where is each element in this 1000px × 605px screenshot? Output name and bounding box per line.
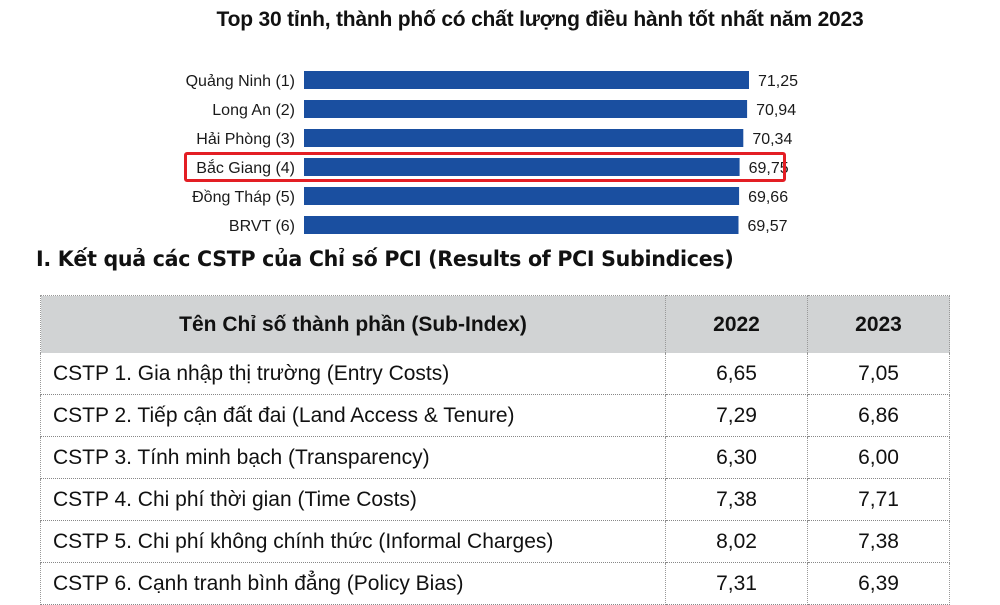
row-2022: 6,30 (665, 436, 808, 479)
header-2022: 2022 (665, 295, 808, 353)
row-2022: 8,02 (665, 520, 808, 563)
row-2022: 7,29 (665, 394, 808, 437)
category-label: Bắc Giang (4) (196, 158, 295, 177)
value-label: 70,94 (756, 102, 796, 119)
header-sub-index: Tên Chỉ số thành phần (Sub-Index) (40, 295, 666, 353)
value-label: 70,34 (752, 131, 792, 148)
subindex-table: Tên Chỉ số thành phần (Sub-Index) 2022 2… (40, 295, 950, 605)
row-2022: 7,31 (665, 562, 808, 605)
bar-chart: Quảng Ninh (1) 71,25 Long An (2) 70,94 Hải P… (186, 71, 798, 235)
row-2023: 6,86 (807, 394, 950, 437)
table-row: CSTP 6. Cạnh tranh bình đẳng (Policy Bia… (40, 562, 950, 605)
row-2022: 6,65 (665, 353, 808, 395)
category-label: BRVT (6) (229, 218, 295, 235)
bar (304, 158, 740, 176)
bar (304, 187, 740, 205)
table-row: CSTP 1. Gia nhập thị trường (Entry Costs… (40, 353, 950, 395)
row-name: CSTP 4. Chi phí thời gian (Time Costs) (40, 478, 666, 521)
table-row: CSTP 4. Chi phí thời gian (Time Costs) 7… (40, 478, 950, 521)
value-label: 69,66 (748, 189, 788, 206)
highlight-box (184, 152, 786, 182)
value-label: 69,57 (748, 218, 788, 235)
row-2023: 7,05 (807, 353, 950, 395)
row-2022: 7,38 (665, 478, 808, 521)
bar (304, 216, 739, 234)
row-name: CSTP 5. Chi phí không chính thức (Inform… (40, 520, 666, 563)
table-row: CSTP 2. Tiếp cận đất đai (Land Access & … (40, 394, 950, 437)
row-2023: 6,39 (807, 562, 950, 605)
category-label: Hải Phòng (3) (196, 131, 295, 148)
row-2023: 7,38 (807, 520, 950, 563)
bar (304, 71, 749, 89)
row-2023: 6,00 (807, 436, 950, 479)
bar (304, 129, 744, 147)
value-label: 69,75 (749, 160, 789, 177)
section-title: I. Kết quả các CSTP của Chỉ số PCI (Resu… (36, 247, 734, 271)
header-2023: 2023 (807, 295, 950, 353)
table-row: CSTP 3. Tính minh bạch (Transparency) 6,… (40, 436, 950, 479)
category-label: Quảng Ninh (1) (186, 73, 295, 90)
chart-title: Top 30 tỉnh, thành phố có chất lượng điề… (216, 8, 864, 31)
row-name: CSTP 2. Tiếp cận đất đai (Land Access & … (40, 394, 666, 437)
row-2023: 7,71 (807, 478, 950, 521)
bar (304, 100, 748, 118)
category-label: Long An (2) (212, 102, 295, 119)
row-name: CSTP 3. Tính minh bạch (Transparency) (40, 436, 666, 479)
category-label: Đồng Tháp (5) (192, 189, 295, 206)
row-name: CSTP 1. Gia nhập thị trường (Entry Costs… (40, 353, 666, 395)
row-name: CSTP 6. Cạnh tranh bình đẳng (Policy Bia… (40, 562, 666, 605)
table-header-row: Tên Chỉ số thành phần (Sub-Index) 2022 2… (40, 295, 950, 353)
table-row: CSTP 5. Chi phí không chính thức (Inform… (40, 520, 950, 563)
value-label: 71,25 (758, 73, 798, 90)
